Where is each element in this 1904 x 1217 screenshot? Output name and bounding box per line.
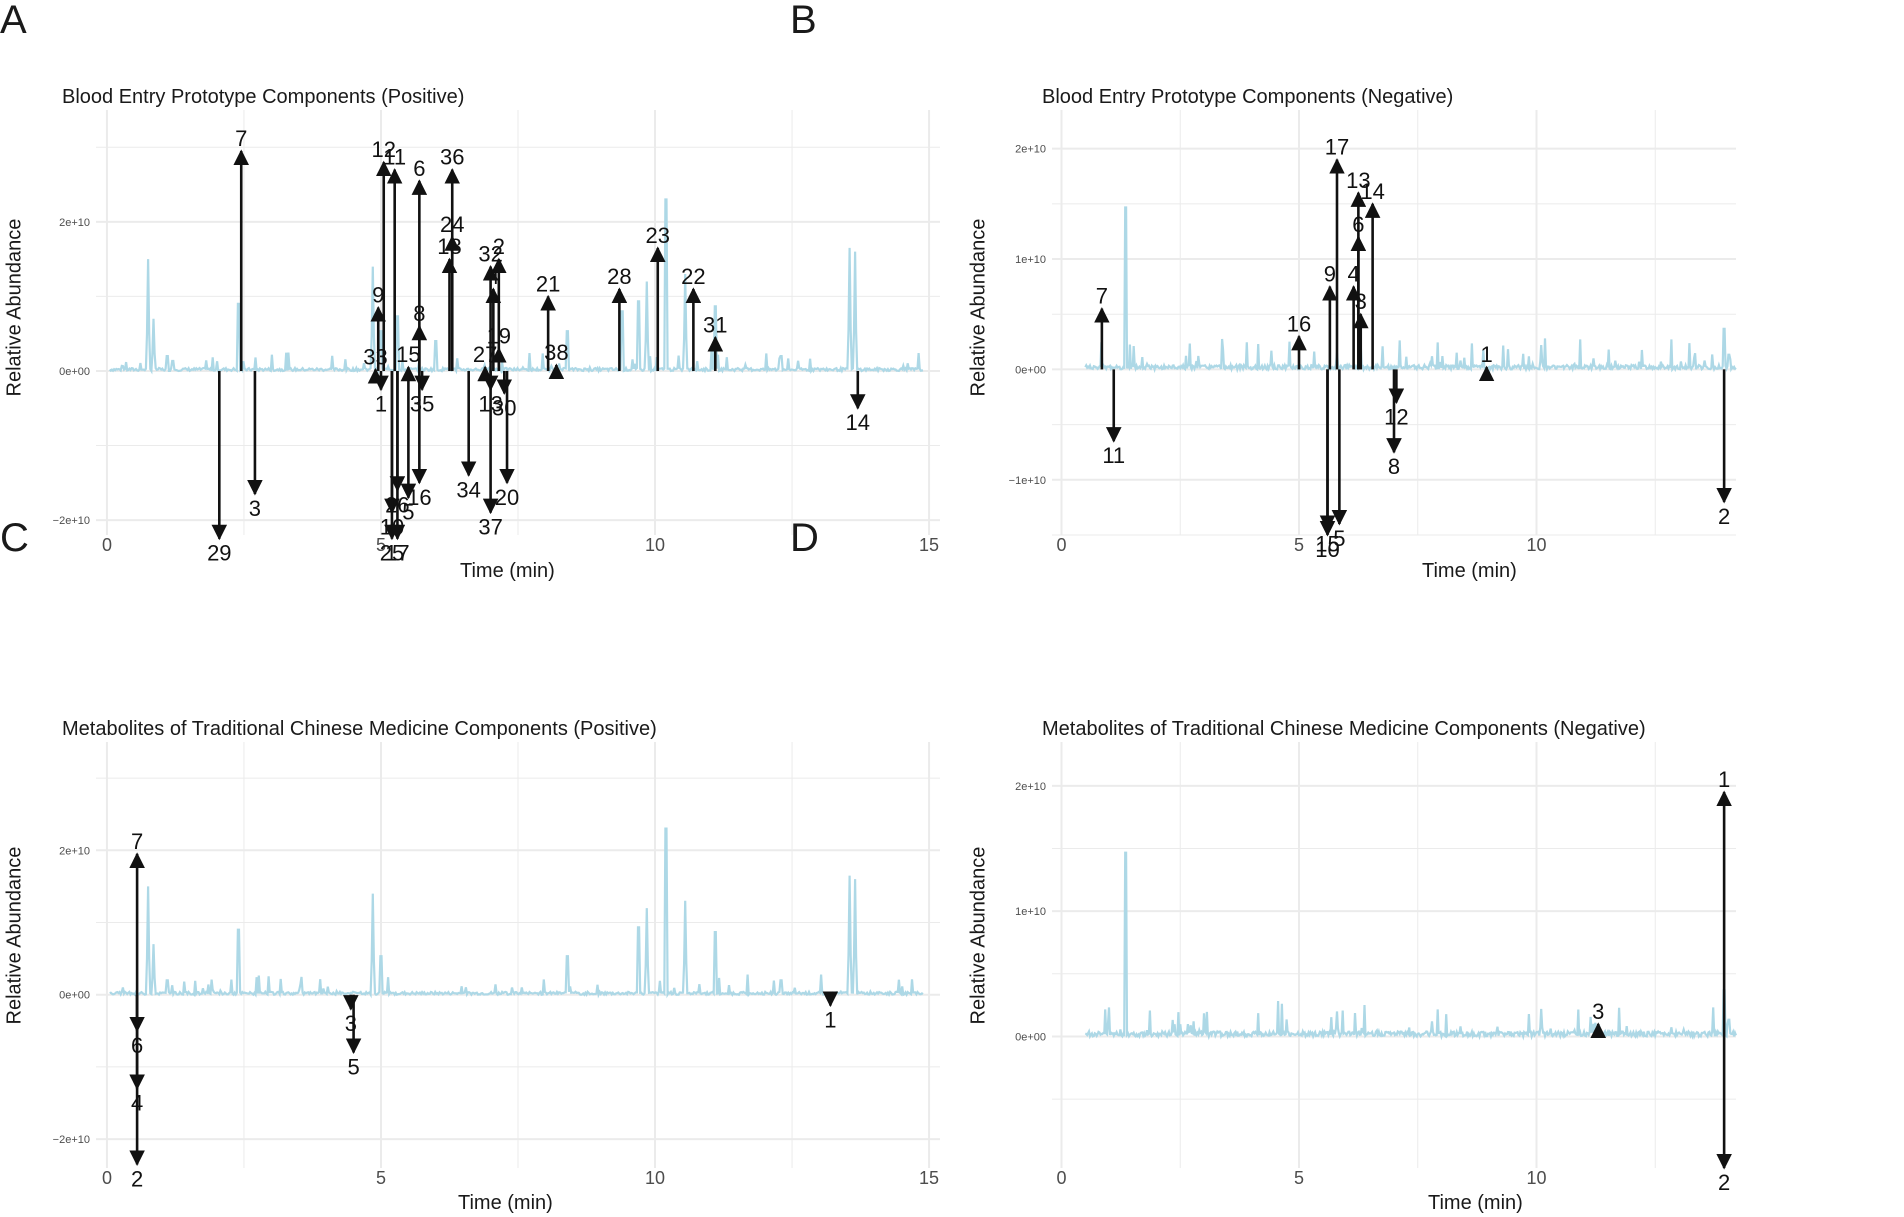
panel-d-ytick-label: 1e+10 [1015, 906, 1046, 918]
panel-b-ytick-label: 2e+10 [1015, 144, 1046, 156]
panel-c-ytick-label: −2e+10 [53, 1134, 90, 1146]
panel-b-arrow-label-16: 16 [1287, 311, 1311, 336]
panel-b-arrow-label-3: 3 [1355, 289, 1367, 314]
panel-a-arrow-label-17: 17 [385, 541, 409, 566]
panel-b-arrow-label-8: 8 [1388, 454, 1400, 479]
panel-c-xlabel: Time (min) [458, 1192, 553, 1214]
panel-b-arrow-label-7: 7 [1096, 284, 1108, 309]
panel-d-xtick-label: 10 [1526, 1168, 1546, 1188]
panel-a-arrow-label-16: 16 [407, 485, 431, 510]
panel-d-xlabel: Time (min) [1428, 1192, 1523, 1214]
panel-a-xtick-label: 5 [376, 535, 386, 555]
panel-a-xtick-label: 0 [102, 535, 112, 555]
panel-a-arrow-label-11: 11 [383, 145, 406, 170]
panel-d-trace [1084, 851, 1738, 1041]
panel-a-arrow-label-9: 9 [372, 283, 384, 308]
panel-a-ytick-label: 2e+10 [59, 217, 90, 229]
panel-c-arrow-label-3: 3 [345, 1011, 357, 1036]
panel-d-ytick-label: 2e+10 [1015, 781, 1046, 793]
panel-a-title: Blood Entry Prototype Components (Positi… [62, 86, 465, 108]
panel-a-arrow-label-21: 21 [536, 271, 560, 296]
panel-a-arrow-label-19: 19 [487, 324, 511, 349]
panel-b-arrow-label-17: 17 [1325, 135, 1349, 160]
panel-b-xtick-label: 0 [1056, 535, 1066, 555]
panel-a-arrow-label-35: 35 [410, 392, 434, 417]
panel-a-arrow-label-7: 7 [235, 126, 247, 151]
panel-b-arrow-label-13: 13 [1346, 168, 1370, 193]
panel-d-ytick-label: 0e+00 [1015, 1031, 1046, 1043]
panel-a-arrow-label-31: 31 [703, 312, 727, 337]
panel-a-arrow-label-34: 34 [456, 477, 480, 502]
panel-c-ytick-label: 0e+00 [59, 990, 90, 1002]
panel-b-arrow-label-12: 12 [1384, 405, 1408, 430]
panel-a-arrow-label-30: 30 [492, 395, 516, 420]
panel-b-xlabel: Time (min) [1422, 560, 1517, 582]
panel-a-arrow-label-23: 23 [646, 223, 670, 248]
panel-a-arrow-label-8: 8 [413, 301, 425, 326]
panel-a-arrow-label-12: 12 [371, 137, 395, 162]
panel-b-xtick-label: 10 [1526, 535, 1546, 555]
panel-c-title: Metabolites of Traditional Chinese Medic… [62, 718, 657, 740]
panel-c-ytick-label: 2e+10 [59, 845, 90, 857]
panel-b-arrow-label-14: 14 [1360, 179, 1384, 204]
panel-a-arrow-label-24: 24 [440, 212, 464, 237]
panel-b-ytick-label: −1e+10 [1009, 475, 1046, 487]
panel-a-xtick-label: 15 [919, 535, 939, 555]
panel-b-title: Blood Entry Prototype Components (Negati… [1042, 86, 1454, 108]
panel-b-arrow-label-5: 5 [1333, 526, 1345, 551]
panel-a-arrow-label-25: 25 [380, 541, 404, 566]
panel-a-xlabel: Time (min) [460, 560, 555, 582]
panel-a-arrow-label-3: 3 [249, 496, 261, 521]
panel-c-arrow-label-1: 1 [824, 1008, 836, 1033]
panel-b-ytick-label: 0e+00 [1015, 364, 1046, 376]
panel-d-arrow-label-1: 1 [1718, 767, 1730, 792]
panel-b-ytick-label: 1e+10 [1015, 254, 1046, 266]
panel-a-arrow-label-29: 29 [207, 541, 231, 566]
panel-a-arrow-label-28: 28 [607, 264, 631, 289]
panel-c-xtick-label: 5 [376, 1168, 386, 1188]
panel-a-arrow-label-2: 2 [493, 234, 505, 259]
panel-a-arrow-label-15: 15 [396, 342, 420, 367]
panel-c-arrow-label-5: 5 [347, 1054, 359, 1079]
panel-d-xtick-label: 5 [1294, 1168, 1304, 1188]
panel-letter-a: A [0, 0, 27, 42]
panel-d-arrow-label-3: 3 [1592, 999, 1604, 1024]
panel-a-arrow-label-22: 22 [681, 264, 705, 289]
panel-a-arrow-label-37: 37 [478, 515, 502, 540]
panel-letter-b: B [790, 0, 817, 42]
panel-b-arrow-label-9: 9 [1324, 262, 1336, 287]
panel-a-arrow-label-1: 1 [375, 392, 387, 417]
panel-b-arrow-label-10: 10 [1315, 537, 1339, 562]
panel-b-xtick-label: 5 [1294, 535, 1304, 555]
panel-c-xtick-label: 0 [102, 1168, 112, 1188]
panel-a-ytick-label: −2e+10 [53, 515, 90, 527]
panel-a-trace [108, 198, 924, 375]
panel-a-arrow-label-4: 4 [487, 264, 499, 289]
panel-a-xtick-label: 10 [645, 535, 665, 555]
panel-a-arrow-label-14: 14 [846, 410, 870, 435]
panel-d-title: Metabolites of Traditional Chinese Medic… [1042, 718, 1646, 740]
panel-b-arrow-label-4: 4 [1348, 262, 1360, 287]
panel-a-ytick-label: 0e+00 [59, 366, 90, 378]
panel-a-arrow-label-5: 5 [402, 500, 414, 525]
panel-c-arrow-label-7: 7 [131, 829, 143, 854]
panel-letter-d: D [790, 516, 819, 560]
panel-b-arrow-label-11: 11 [1102, 443, 1125, 468]
panel-c-xtick-label: 15 [919, 1168, 939, 1188]
panel-d-xtick-label: 0 [1056, 1168, 1066, 1188]
panel-b-trace [1084, 206, 1737, 374]
panel-letter-c: C [0, 516, 29, 560]
panel-a-arrow-label-6: 6 [413, 156, 425, 181]
panel-a-arrow-label-20: 20 [495, 485, 519, 510]
panel-a-arrow-label-33: 33 [363, 344, 387, 369]
panel-c-arrow-label-2: 2 [131, 1166, 143, 1191]
panel-b-arrow-label-1: 1 [1481, 342, 1493, 367]
panel-c-trace [109, 827, 924, 999]
panel-c-xtick-label: 10 [645, 1168, 665, 1188]
panel-a-arrow-label-36: 36 [440, 145, 464, 170]
panel-b-arrow-label-2: 2 [1718, 504, 1730, 529]
panel-a-arrow-label-18: 18 [437, 234, 461, 259]
panel-d-arrow-label-2: 2 [1718, 1170, 1730, 1195]
